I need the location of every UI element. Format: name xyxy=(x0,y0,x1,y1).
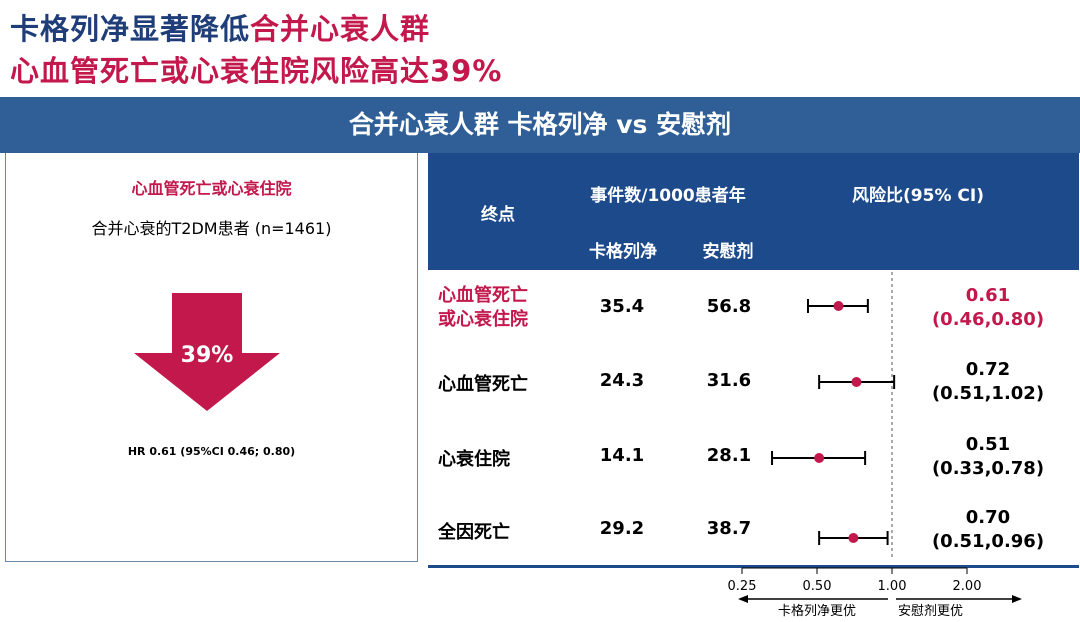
favors-placebo-label: 安慰剂更优 xyxy=(898,604,964,619)
drug-events: 24.3 xyxy=(599,370,645,391)
summary-panel: 心血管死亡或心衰住院 合并心衰的T2DM患者 (n=1461) 39% HR 0… xyxy=(5,153,418,562)
hr-note: HR 0.61 (95%CI 0.46; 0.80) xyxy=(127,445,296,458)
hr-point: 0.51 xyxy=(965,434,1011,455)
hr-point: 0.72 xyxy=(965,359,1011,380)
table-bottom-rule xyxy=(428,565,1079,568)
hr-value: 0.72 (0.51,1.02) xyxy=(928,358,1048,406)
hr-ci: (0.51,1.02) xyxy=(931,383,1045,404)
table-header: 终点 事件数/1000患者年 卡格列净 安慰剂 风险比(95% CI) xyxy=(428,153,1079,270)
title-part-1: 卡格列净显著降低 xyxy=(10,12,251,46)
endpoint-label: 心血管死亡 xyxy=(438,374,528,395)
endpoint-label: 心血管死亡 或心衰住院 xyxy=(438,284,528,332)
drug-events: 35.4 xyxy=(599,296,645,317)
header-placebo: 安慰剂 xyxy=(702,242,754,262)
summary-subtitle: 合并心衰的T2DM患者 (n=1461) xyxy=(91,219,332,238)
x-tick-label: 0.50 xyxy=(803,579,832,594)
header-drug: 卡格列净 xyxy=(589,242,657,262)
hr-point: 0.70 xyxy=(965,507,1011,528)
x-tick-label: 2.00 xyxy=(953,579,982,594)
hr-value: 0.51 (0.33,0.78) xyxy=(928,433,1048,481)
drug-events: 14.1 xyxy=(599,445,645,466)
placebo-events: 31.6 xyxy=(706,370,752,391)
x-tick-label: 0.25 xyxy=(728,579,757,594)
hr-point-marker xyxy=(851,377,862,387)
title-line-1: 卡格列净显著降低合并心衰人群 xyxy=(10,6,430,48)
placebo-events: 56.8 xyxy=(706,296,752,317)
hr-ci: (0.51,0.96) xyxy=(931,531,1045,552)
endpoint-line: 心血管死亡 xyxy=(438,285,528,306)
endpoint-label: 心衰住院 xyxy=(438,449,510,470)
summary-heading: 心血管死亡或心衰住院 xyxy=(131,179,292,198)
hr-value: 0.70 (0.51,0.96) xyxy=(928,506,1048,554)
x-tick-label: 1.00 xyxy=(878,579,907,594)
right-arrowhead-icon xyxy=(1012,595,1022,603)
title-part-2: 合并心衰人群 xyxy=(250,12,431,46)
placebo-events: 28.1 xyxy=(706,445,752,466)
left-arrowhead-icon xyxy=(738,595,748,603)
header-events: 事件数/1000患者年 xyxy=(590,186,746,206)
hr-value: 0.61 (0.46,0.80) xyxy=(928,284,1048,332)
endpoint-label: 全因死亡 xyxy=(438,522,510,543)
endpoint-line: 或心衰住院 xyxy=(438,309,528,330)
reduction-value: 39% xyxy=(180,343,234,368)
hr-point-marker xyxy=(848,533,859,543)
hr-point-marker xyxy=(833,301,844,311)
header-hr: 风险比(95% CI) xyxy=(852,186,984,206)
hr-ci: (0.46,0.80) xyxy=(931,309,1045,330)
hr-ci: (0.33,0.78) xyxy=(931,458,1045,479)
header-endpoint: 终点 xyxy=(481,205,515,225)
placebo-events: 38.7 xyxy=(706,518,752,539)
hr-point-marker xyxy=(814,453,825,463)
favors-drug-label: 卡格列净更优 xyxy=(778,604,857,619)
drug-events: 29.2 xyxy=(599,518,645,539)
hr-point: 0.61 xyxy=(965,285,1011,306)
title-line-2: 心血管死亡或心衰住院风险高达39% xyxy=(10,54,503,88)
comparison-banner: 合并心衰人群 卡格列净 vs 安慰剂 xyxy=(0,97,1080,153)
down-arrow-icon xyxy=(134,293,280,411)
